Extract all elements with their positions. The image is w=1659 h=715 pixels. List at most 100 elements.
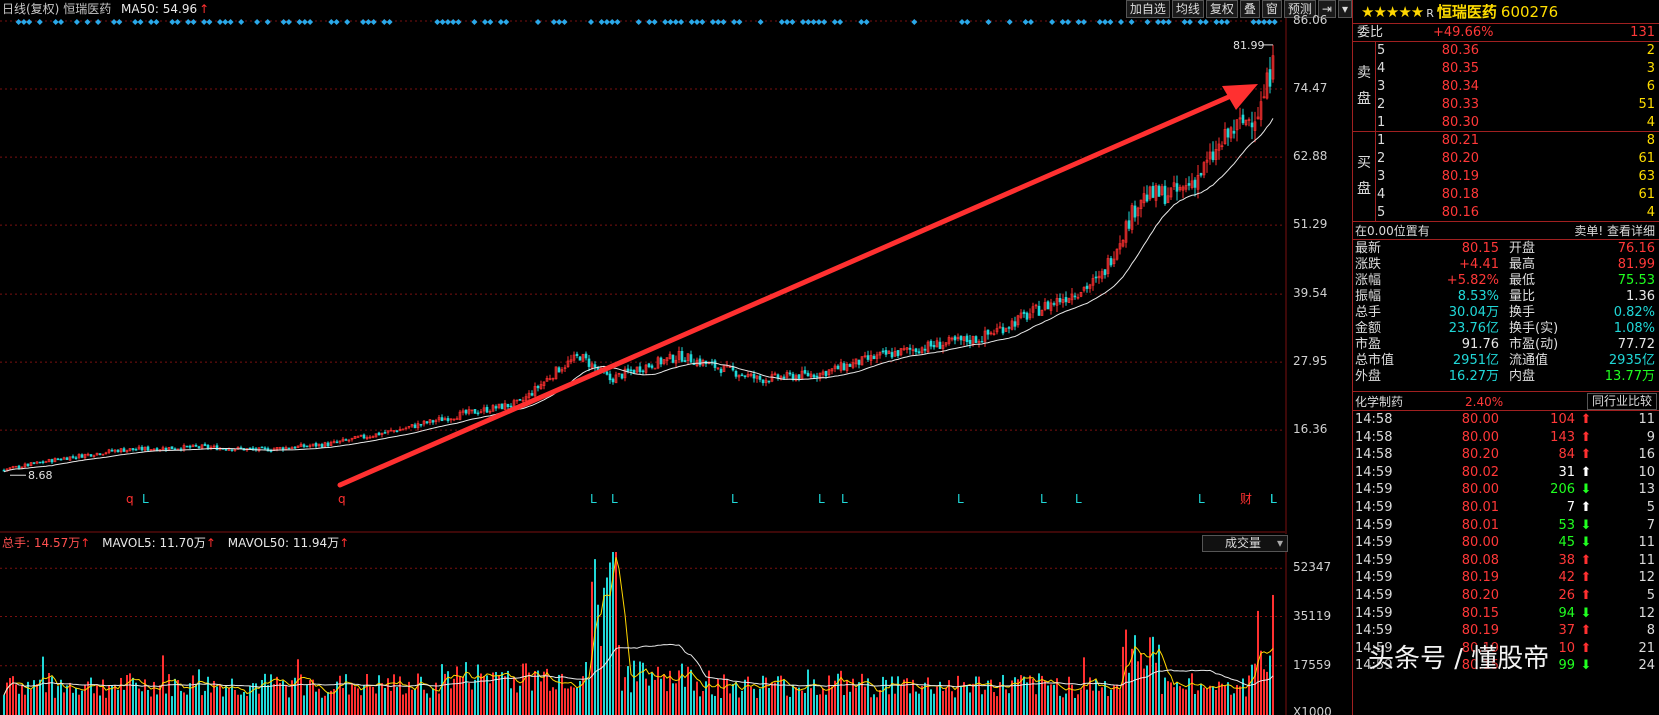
toolbar-button-3[interactable]: 叠 xyxy=(1239,0,1260,18)
stat-row: 涨幅 +5.82% 最低 75.53 xyxy=(1353,273,1659,289)
tick-row[interactable]: 14:59 80.02 31 ⬆ 10 xyxy=(1353,464,1659,482)
candle-body xyxy=(401,428,405,431)
industry-compare-button[interactable]: 同行业比较 xyxy=(1586,393,1657,410)
tick-row[interactable]: 14:59 80.01 53 ⬇ 7 xyxy=(1353,517,1659,535)
toolbar-button-1[interactable]: 均线 xyxy=(1171,0,1204,18)
candle-body xyxy=(431,420,435,423)
tick-row[interactable]: 14:59 80.00 45 ⬇ 11 xyxy=(1353,534,1659,552)
candle-body xyxy=(515,399,519,402)
tick-row[interactable]: 14:59 80.19 37 ⬆ 8 xyxy=(1353,622,1659,640)
sell-row[interactable]: 3 80.34 6 xyxy=(1353,78,1659,96)
candle-body xyxy=(1238,117,1242,120)
signal-diamond-icon xyxy=(15,19,22,25)
candle-body xyxy=(188,445,192,448)
toolbar-button-2[interactable]: 复权 xyxy=(1205,0,1238,18)
candle-body xyxy=(986,329,990,335)
candle-body xyxy=(452,418,456,421)
candle-body xyxy=(428,419,432,424)
event-marker: L xyxy=(611,492,618,506)
candle-body xyxy=(200,444,204,449)
candle-body xyxy=(773,373,777,375)
candle-body xyxy=(1073,295,1077,298)
buy-row[interactable]: 2 80.20 61 xyxy=(1353,150,1659,168)
tick-list[interactable]: 14:58 80.00 104 ⬆ 11 14:58 80.00 143 ⬆ 9 14:58 80.2… xyxy=(1353,411,1659,675)
candle-body xyxy=(1052,303,1056,305)
period-low-label: 8.68 xyxy=(28,469,53,482)
signal-diamond-icon xyxy=(858,19,865,25)
tick-price: 80.20 xyxy=(1461,587,1499,603)
signal-diamond-icon xyxy=(174,19,181,25)
candle-body xyxy=(1037,305,1041,316)
tick-row[interactable]: 14:59 80.19 42 ⬆ 12 xyxy=(1353,569,1659,587)
toolbar-button-0[interactable]: 加自选 xyxy=(1125,0,1170,18)
signal-diamond-icon xyxy=(805,19,812,25)
tick-count: 7 xyxy=(1646,517,1655,533)
price-axis-tick: 62.88 xyxy=(1293,149,1328,164)
tick-time: 14:59 xyxy=(1355,499,1393,515)
tick-row[interactable]: 14:59 80.00 206 ⬇ 13 xyxy=(1353,481,1659,499)
candle-body xyxy=(1220,145,1224,148)
toolbar-button-5[interactable]: 预测 xyxy=(1283,0,1316,18)
candle-body xyxy=(425,421,429,424)
volume-axis-tick: X1000 xyxy=(1293,705,1332,715)
signal-diamond-icon xyxy=(439,19,446,25)
sell-row[interactable]: 2 80.33 51 xyxy=(1353,96,1659,114)
sell-row[interactable]: 1 80.30 4 xyxy=(1353,114,1659,132)
signal-diamond-icon xyxy=(614,19,621,25)
sell-row[interactable]: 5 80.36 2 xyxy=(1353,42,1659,60)
toolbar-button-4[interactable]: 窗 xyxy=(1261,0,1282,18)
quote-header: ★★★★★ R 恒瑞医药 600276 xyxy=(1353,0,1659,24)
candle-body xyxy=(437,417,441,421)
signal-diamond-icon xyxy=(815,19,822,25)
sell-row[interactable]: 4 80.35 3 xyxy=(1353,60,1659,78)
candle-body xyxy=(368,436,372,439)
candle-body xyxy=(1046,301,1050,310)
buy-row[interactable]: 1 80.21 8 xyxy=(1353,132,1659,150)
tick-price: 80.19 xyxy=(1461,623,1499,639)
toolbar-button-7[interactable]: ▾ xyxy=(1337,0,1352,18)
signal-diamond-icon xyxy=(588,19,594,25)
tick-row[interactable]: 14:58 80.00 104 ⬆ 11 xyxy=(1353,411,1659,429)
buy-price: 80.16 xyxy=(1441,205,1479,220)
candle-body xyxy=(947,337,951,344)
big-order-notice[interactable]: 在0.00位置有 卖单! 查看详细 xyxy=(1353,222,1659,240)
candle-body xyxy=(227,448,231,451)
candle-body xyxy=(1163,185,1167,204)
candle-body xyxy=(926,341,930,353)
tick-row[interactable]: 14:58 80.20 84 ⬆ 16 xyxy=(1353,446,1659,464)
tick-row[interactable]: 14:59 80.08 38 ⬆ 11 xyxy=(1353,552,1659,570)
buy-row[interactable]: 4 80.18 61 xyxy=(1353,186,1659,204)
signal-diamond-icon xyxy=(344,19,351,25)
candle-body xyxy=(497,403,501,408)
buy-volume: 8 xyxy=(1646,133,1655,148)
indicator-select[interactable]: 成交量 ▾ xyxy=(1202,535,1288,552)
candle-body xyxy=(935,340,939,348)
candle-body xyxy=(224,448,228,451)
buy-row[interactable]: 3 80.19 63 xyxy=(1353,168,1659,186)
signal-diamond-icon xyxy=(1155,19,1162,25)
signal-diamond-icon xyxy=(111,19,117,25)
candle-body xyxy=(371,436,375,438)
tick-row[interactable]: 14:58 80.00 143 ⬆ 9 xyxy=(1353,429,1659,447)
kline-chart-panel[interactable]: 日线(复权) 恒瑞医药 MA50: 54.96 ↑ 加自选 均线 复权叠窗预测 ⇥ ▾ 8… xyxy=(0,0,1352,715)
tick-row[interactable]: 14:59 80.15 94 ⬇ 12 xyxy=(1353,605,1659,623)
tick-row[interactable]: 14:59 80.19 10 ⬆ 21 xyxy=(1353,640,1659,658)
candle-body xyxy=(593,364,597,368)
event-marker: L xyxy=(142,492,149,506)
candle-body xyxy=(134,449,138,451)
signal-diamond-icon xyxy=(863,19,870,25)
volume-chart[interactable] xyxy=(0,552,1352,715)
signal-diamond-icon xyxy=(20,19,27,25)
tick-row[interactable]: 14:59 80.01 7 ⬆ 5 xyxy=(1353,499,1659,517)
toolbar-button-6[interactable]: ⇥ xyxy=(1317,0,1336,18)
tick-row[interactable]: 14:59 80.15 99 ⬇ 24 xyxy=(1353,657,1659,675)
view-detail-link[interactable]: 卖单! 查看详细 xyxy=(1574,224,1655,238)
tick-volume: 31 xyxy=(1558,464,1575,480)
candle-body xyxy=(968,339,972,344)
candle-body xyxy=(398,428,402,432)
candle-body xyxy=(722,365,726,373)
tick-row[interactable]: 14:59 80.20 26 ⬆ 5 xyxy=(1353,587,1659,605)
buy-row[interactable]: 5 80.16 4 xyxy=(1353,204,1659,222)
stat-row: 总手 30.04万 换手 0.82% xyxy=(1353,305,1659,321)
